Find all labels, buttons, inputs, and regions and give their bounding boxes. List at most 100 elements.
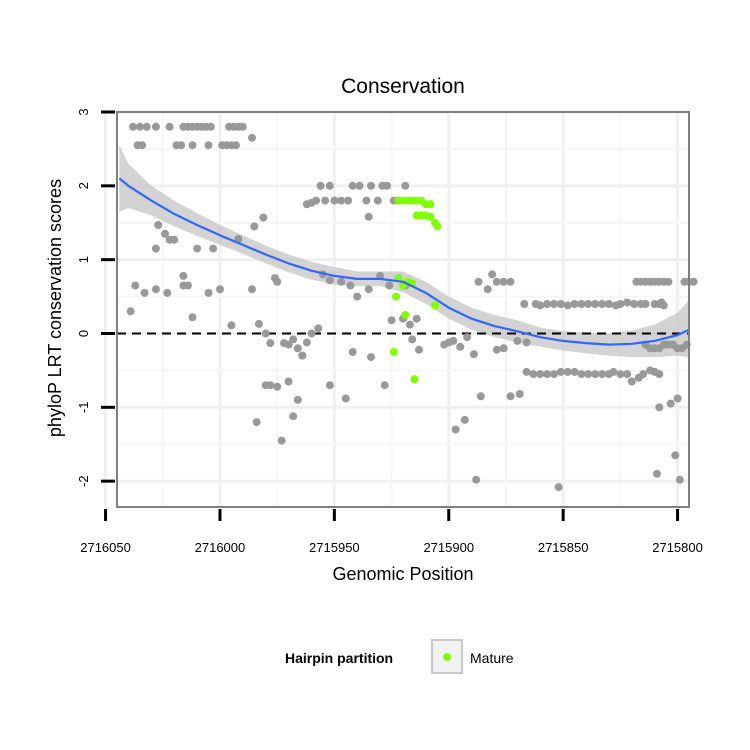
data-point <box>138 141 147 150</box>
confidence-band-layer <box>119 145 690 358</box>
data-point <box>630 300 639 308</box>
data-point <box>616 300 625 308</box>
data-point <box>126 307 135 316</box>
data-point <box>227 321 236 330</box>
data-point <box>673 394 682 403</box>
data-point <box>142 122 151 131</box>
data-point <box>536 301 545 310</box>
data-point <box>314 324 323 333</box>
data-point <box>170 235 179 244</box>
data-point <box>261 329 270 338</box>
data-point <box>405 320 414 329</box>
data-point <box>449 336 458 345</box>
data-point <box>563 301 572 310</box>
y-tick-label: -1 <box>76 402 91 414</box>
data-point <box>412 314 421 323</box>
data-point <box>346 281 355 290</box>
data-point <box>623 370 632 379</box>
data-point <box>483 285 492 294</box>
data-point <box>151 122 160 131</box>
data-point <box>456 342 465 351</box>
data-point <box>188 141 197 150</box>
data-point <box>183 281 192 290</box>
data-point <box>316 181 325 190</box>
data-point <box>675 475 684 484</box>
data-point <box>193 244 202 253</box>
data-point <box>609 367 618 376</box>
data-point <box>232 141 240 150</box>
data-point <box>325 381 334 390</box>
data-point-mature <box>431 301 439 310</box>
data-point <box>520 300 529 308</box>
data-point <box>522 338 531 347</box>
data-point <box>383 181 391 190</box>
y-tick-label: 1 <box>76 256 91 263</box>
data-point <box>474 277 483 286</box>
data-point <box>266 381 275 390</box>
data-point <box>641 300 650 308</box>
data-point <box>598 370 607 379</box>
data-point <box>639 370 648 379</box>
data-point <box>140 288 149 297</box>
data-point <box>627 377 636 386</box>
data-point <box>550 300 558 308</box>
data-point <box>254 319 263 328</box>
data-point-mature <box>410 375 419 384</box>
data-point <box>289 412 298 421</box>
y-tick-label: 2 <box>76 182 91 189</box>
data-point <box>469 350 478 359</box>
y-tick-label: 0 <box>76 330 91 337</box>
data-point <box>550 370 558 379</box>
data-point <box>161 229 169 238</box>
data-point <box>289 335 298 344</box>
x-axis: 2716050 2716000 2715950 2715900 2715850 27158… <box>80 509 703 555</box>
data-point <box>543 300 552 308</box>
data-point-mature <box>389 348 398 356</box>
data-point <box>131 281 140 290</box>
data-point <box>348 181 357 190</box>
data-point <box>556 300 565 308</box>
data-point <box>598 300 607 308</box>
data-point <box>570 367 579 376</box>
data-point-mature <box>392 292 401 301</box>
data-point <box>330 196 339 205</box>
data-point <box>554 483 563 492</box>
data-point-mature <box>426 212 435 221</box>
plot-panel-border <box>116 111 690 508</box>
data-point <box>401 181 410 190</box>
y-tick-label: -2 <box>76 475 91 487</box>
data-point <box>584 370 593 379</box>
confidence-band <box>119 145 690 358</box>
x-tick-label: 2715800 <box>652 540 703 555</box>
data-point-mature <box>401 311 410 319</box>
data-point <box>662 340 671 349</box>
data-point <box>408 335 417 344</box>
data-point <box>252 418 261 427</box>
x-tick-label: 2715950 <box>309 540 360 555</box>
data-point <box>616 370 625 379</box>
data-point <box>284 377 293 386</box>
data-point <box>380 381 389 390</box>
data-point <box>492 345 501 354</box>
data-point-mature <box>426 200 435 209</box>
data-point <box>179 271 188 280</box>
smooth-fit-line <box>118 177 690 346</box>
data-point <box>472 475 481 484</box>
data-point <box>238 122 247 131</box>
data-point <box>216 285 224 294</box>
data-point <box>362 196 371 205</box>
data-point <box>463 333 472 342</box>
legend-label-mature: Mature <box>470 650 514 666</box>
data-point <box>506 277 515 286</box>
data-point <box>307 329 316 338</box>
legend-key-mature <box>443 653 451 661</box>
x-tick-label: 2715900 <box>423 540 474 555</box>
data-point <box>451 425 460 434</box>
data-point <box>671 451 680 460</box>
data-point <box>284 340 293 349</box>
data-point <box>344 196 353 205</box>
data-point <box>604 300 613 308</box>
data-point <box>373 196 382 205</box>
x-tick-label: 2716000 <box>195 540 246 555</box>
